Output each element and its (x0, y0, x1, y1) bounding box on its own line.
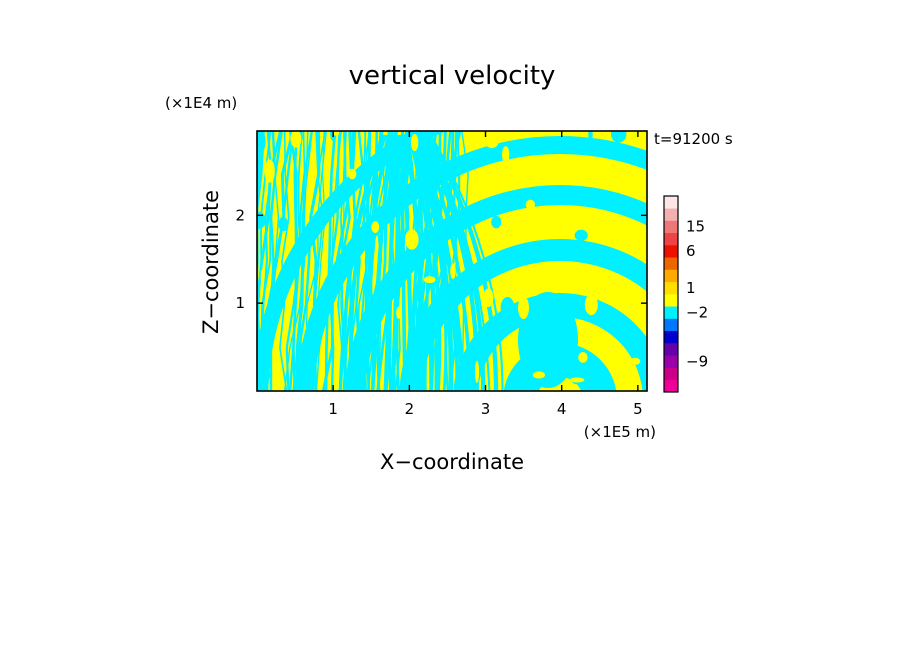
contour-patch (500, 296, 515, 318)
contour-patch (484, 131, 500, 149)
x-axis-ticks: 1 2 3 4 5 (328, 131, 643, 418)
plot-frame (256, 130, 648, 392)
colorbar-level (664, 379, 678, 393)
contour-patch (585, 366, 601, 372)
contour-band (229, 131, 248, 391)
colorbar-label: 15 (686, 218, 705, 236)
colorbar-label: −9 (686, 352, 708, 370)
contour-patch (371, 221, 380, 234)
contour-patch (574, 229, 588, 241)
contour-patch (450, 263, 456, 279)
x-tick-label: 2 (405, 400, 415, 418)
colorbar-level (664, 269, 678, 283)
colorbar-label: 1 (686, 279, 696, 297)
contour-patch (606, 226, 615, 231)
contour-patch (266, 372, 272, 379)
contour-patch (396, 306, 402, 319)
colorbar-label: 6 (686, 242, 696, 260)
colorbar (663, 195, 679, 393)
contour-patch (578, 352, 588, 363)
contour-band (257, 131, 447, 391)
contour-patch (428, 196, 434, 209)
contour-field (229, 131, 647, 391)
contour-patch (518, 296, 529, 320)
colorbar-level (664, 208, 678, 221)
colorbar-level (664, 306, 678, 319)
contour-band (383, 134, 398, 391)
contour-band (249, 131, 256, 391)
contour-band (296, 136, 647, 391)
y-tick-label: 2 (235, 206, 245, 224)
contour-patch (532, 371, 546, 379)
contour-patch (502, 146, 510, 164)
colorbar-level (664, 245, 678, 258)
colorbar-label: −2 (686, 303, 708, 321)
contour-patch (403, 167, 413, 176)
contour-patch (257, 131, 266, 154)
contour-band (279, 131, 290, 391)
colorbar-level (664, 294, 678, 307)
contour-patch (525, 199, 536, 210)
chart-title: vertical velocity (349, 61, 556, 91)
contour-patch (483, 288, 494, 308)
contour-band (257, 131, 265, 221)
contour-patch (515, 280, 525, 302)
contour-patch (332, 131, 340, 136)
y-axis-unit: (×1E4 m) (165, 94, 237, 112)
contour-patch (278, 216, 289, 232)
contour-patch (260, 269, 265, 284)
contour-stripes (229, 131, 647, 391)
colorbar-level (664, 367, 678, 381)
contour-patch (410, 134, 419, 152)
contour-band (376, 134, 396, 391)
x-axis-unit: (×1E5 m) (584, 423, 656, 441)
y-tick-label: 1 (235, 294, 245, 312)
colorbar-level (664, 281, 678, 295)
contour-patch (257, 211, 266, 229)
contour-blob (518, 292, 578, 388)
colorbar-level (664, 196, 678, 209)
colorbar-level (664, 232, 678, 246)
colorbar-level (664, 318, 678, 332)
contour-band (371, 131, 399, 391)
time-label: t=91200 s (654, 130, 733, 148)
contour-patch (474, 360, 480, 383)
contour-patch (405, 229, 419, 250)
contour-band (345, 185, 647, 391)
colorbar-frame (663, 195, 679, 393)
contour-patch (569, 377, 585, 383)
x-tick-label: 3 (481, 400, 491, 418)
x-axis-label: X−coordinate (380, 450, 524, 474)
contour-band (294, 131, 321, 391)
contour-patch (348, 168, 357, 180)
colorbar-level (664, 355, 678, 368)
contour-patch (588, 131, 593, 144)
colorbar-level (664, 257, 678, 270)
contour-patch (423, 276, 436, 284)
colorbar-labels: 15 6 1 −2 −9 (686, 218, 708, 371)
y-axis-label: Z−coordinate (199, 190, 223, 334)
contour-patch (491, 215, 502, 229)
colorbar-level (664, 220, 678, 234)
y-axis-ticks: 12 (235, 206, 647, 312)
x-tick-label: 4 (557, 400, 567, 418)
colorbar-level (664, 330, 678, 344)
contour-patch (629, 357, 641, 365)
contour-band (399, 239, 647, 391)
contour-patch (455, 283, 461, 306)
contour-patch (584, 294, 598, 316)
contour-patch (611, 131, 627, 143)
contour-band (407, 134, 435, 391)
contour-band (409, 134, 442, 391)
colorbar-level (664, 343, 678, 356)
contour-band (324, 131, 337, 391)
x-tick-label: 5 (633, 400, 643, 418)
contour-band (412, 134, 454, 391)
x-tick-label: 1 (328, 400, 338, 418)
contour-patch (264, 159, 275, 183)
contour-patch (290, 131, 302, 148)
contour-band (257, 131, 262, 197)
